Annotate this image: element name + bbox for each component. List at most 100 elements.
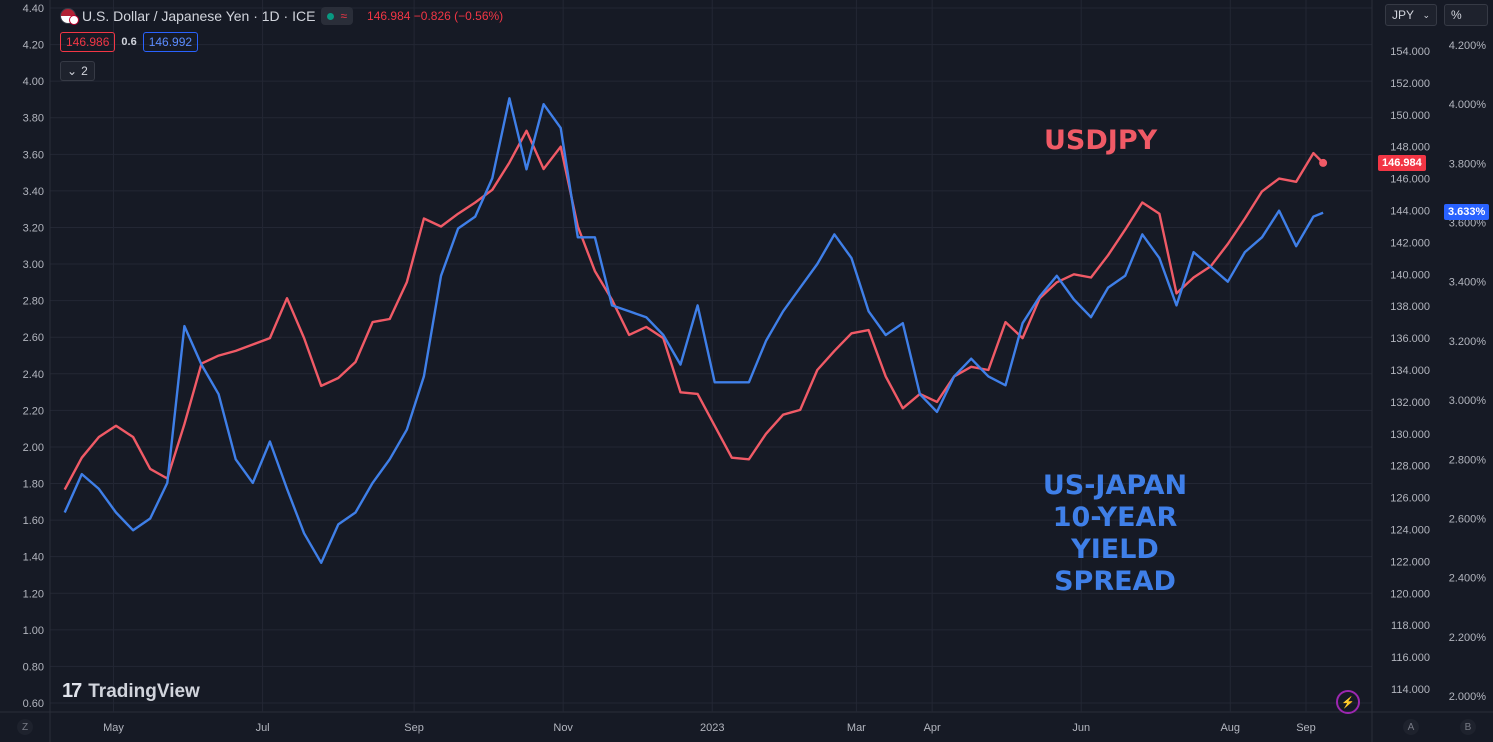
spread-annotation-line: 10-YEAR: [1052, 502, 1178, 533]
left-tick-label: 2.00: [23, 442, 44, 454]
time-tick-label: May: [103, 722, 124, 734]
tradingview-logo-icon: 17: [62, 680, 82, 702]
market-status-pill[interactable]: ≈: [321, 7, 354, 25]
bid-ask-row: 146.986 0.6 146.992: [60, 32, 199, 52]
usdjpy-tick-label: 146.000: [1390, 174, 1430, 186]
spread-tick-label: 2.200%: [1449, 632, 1487, 644]
symbol-header[interactable]: U.S. Dollar / Japanese Yen · 1D · ICE ≈ …: [60, 6, 503, 26]
indicator-count: 2: [81, 64, 88, 78]
spread-tick-label: 3.600%: [1449, 218, 1487, 230]
spread-series-line: [63, 97, 1324, 564]
time-tick-label: Apr: [924, 722, 941, 734]
usdjpy-tick-label: 150.000: [1390, 110, 1430, 122]
logo-text: TradingView: [88, 680, 200, 702]
left-tick-label: 0.60: [23, 698, 44, 710]
usdjpy-tick-label: 142.000: [1390, 237, 1430, 249]
usdjpy-price-axis[interactable]: 154.000 152.000 150.000 148.000 146.000 144.0…: [1390, 46, 1430, 696]
left-tick-label: 4.20: [23, 40, 44, 52]
time-tick-label: 2023: [700, 722, 724, 734]
time-tick-label: Jun: [1072, 722, 1090, 734]
currency-select[interactable]: JPY ⌄: [1385, 4, 1437, 26]
spread-tick-label: 3.400%: [1449, 277, 1487, 289]
usdjpy-series-line: [63, 129, 1324, 491]
left-tick-label: 2.20: [23, 405, 44, 417]
usdjpy-tick-label: 118.000: [1391, 620, 1430, 632]
symbol-title[interactable]: U.S. Dollar / Japanese Yen · 1D · ICE: [82, 8, 316, 24]
auto-scale-button[interactable]: A: [1403, 719, 1419, 735]
price-info: 146.984 −0.826 (−0.56%): [367, 9, 503, 23]
usdjpy-last-point: [1319, 158, 1328, 167]
indicators-toggle-button[interactable]: ⌄ 2: [60, 61, 95, 81]
spread-tick-label: 3.800%: [1449, 158, 1487, 170]
time-tick-label: Sep: [404, 722, 424, 734]
currency-control: JPY ⌄: [1385, 4, 1437, 26]
left-tick-label: 1.80: [23, 479, 44, 491]
usdjpy-tick-label: 120.000: [1390, 588, 1430, 600]
percent-label: %: [1451, 8, 1462, 22]
spread-annotation-line: SPREAD: [1054, 566, 1176, 597]
indicators-row: ⌄ 2: [60, 61, 95, 81]
percent-select[interactable]: %: [1444, 4, 1488, 26]
last-price: 146.984: [367, 9, 411, 23]
left-tick-label: 1.00: [23, 625, 44, 637]
bid-button[interactable]: 146.986: [60, 32, 116, 52]
time-tick-label: Jul: [256, 722, 270, 734]
chevron-down-icon: ⌄: [1422, 9, 1430, 20]
series-layer: [63, 97, 1328, 564]
usdjpy-tick-label: 124.000: [1390, 525, 1430, 537]
left-tick-label: 2.80: [23, 296, 44, 308]
flag-icon: [60, 8, 79, 25]
spread-tick-label: 2.400%: [1449, 573, 1487, 585]
time-tick-label: Sep: [1296, 722, 1316, 734]
price-change: −0.826 (−0.56%): [413, 9, 504, 23]
status-dot-icon: [327, 12, 335, 20]
left-axis: 4.40 4.20 4.00 3.80 3.60 3.40 3.20 3.00 2.80 2.60…: [23, 3, 44, 710]
left-tick-label: 2.40: [23, 369, 44, 381]
usdjpy-tick-label: 152.000: [1390, 78, 1430, 90]
spread-tick-label: 3.000%: [1449, 395, 1487, 407]
usdjpy-tick-label: 114.000: [1391, 684, 1430, 696]
left-tick-label: 4.40: [23, 3, 44, 15]
ask-button[interactable]: 146.992: [142, 32, 199, 52]
spread-annotation-line: US-JAPAN: [1042, 470, 1188, 501]
log-scale-button[interactable]: B: [1460, 719, 1476, 735]
time-tick-label: Mar: [847, 722, 866, 734]
usdjpy-tick-label: 130.000: [1390, 429, 1430, 441]
spread-annotation: US-JAPAN 10-YEAR YIELD SPREAD: [1020, 470, 1210, 598]
left-tick-label: 1.60: [23, 515, 44, 527]
time-tick-label: Nov: [553, 722, 573, 734]
usdjpy-tick-label: 148.000: [1390, 142, 1430, 154]
spread-tick-label: 2.800%: [1449, 454, 1487, 466]
time-axis[interactable]: May Jul Sep Nov 2023 Mar Apr Jun Aug Sep: [103, 722, 1316, 734]
usdjpy-last-price-tag: 146.984: [1378, 155, 1426, 171]
spread-percent-axis[interactable]: 4.200% 4.000% 3.800% 3.600% 3.400% 3.200% 3.00…: [1449, 40, 1487, 703]
time-tick-label: Aug: [1220, 722, 1240, 734]
left-tick-label: 3.80: [23, 113, 44, 125]
bolt-icon[interactable]: ⚡: [1336, 690, 1360, 714]
tradingview-logo[interactable]: 17 TradingView: [62, 680, 200, 703]
usdjpy-tick-label: 126.000: [1390, 493, 1430, 505]
usdjpy-tick-label: 154.000: [1390, 46, 1430, 58]
spread-value: 0.6: [121, 36, 137, 48]
left-tick-label: 4.00: [23, 76, 44, 88]
usdjpy-tick-label: 134.000: [1390, 365, 1430, 377]
left-tick-label: 3.00: [23, 259, 44, 271]
spread-tick-label: 4.000%: [1449, 99, 1487, 111]
usdjpy-annotation: USDJPY: [1044, 125, 1158, 156]
usdjpy-tick-label: 128.000: [1390, 461, 1430, 473]
left-tick-label: 1.40: [23, 552, 44, 564]
percent-control: %: [1444, 4, 1488, 26]
spread-tick-label: 2.600%: [1449, 513, 1487, 525]
usdjpy-tick-label: 144.000: [1390, 206, 1430, 218]
usdjpy-tick-label: 138.000: [1390, 301, 1430, 313]
spread-tick-label: 4.200%: [1449, 40, 1487, 52]
left-tick-label: 0.80: [23, 661, 44, 673]
zoom-reset-button[interactable]: Z: [17, 719, 33, 735]
chevron-down-icon: ⌄: [67, 64, 78, 78]
usdjpy-tick-label: 140.000: [1390, 269, 1430, 281]
left-tick-label: 3.60: [23, 149, 44, 161]
left-tick-label: 2.60: [23, 332, 44, 344]
spread-tick-label: 3.200%: [1449, 336, 1487, 348]
